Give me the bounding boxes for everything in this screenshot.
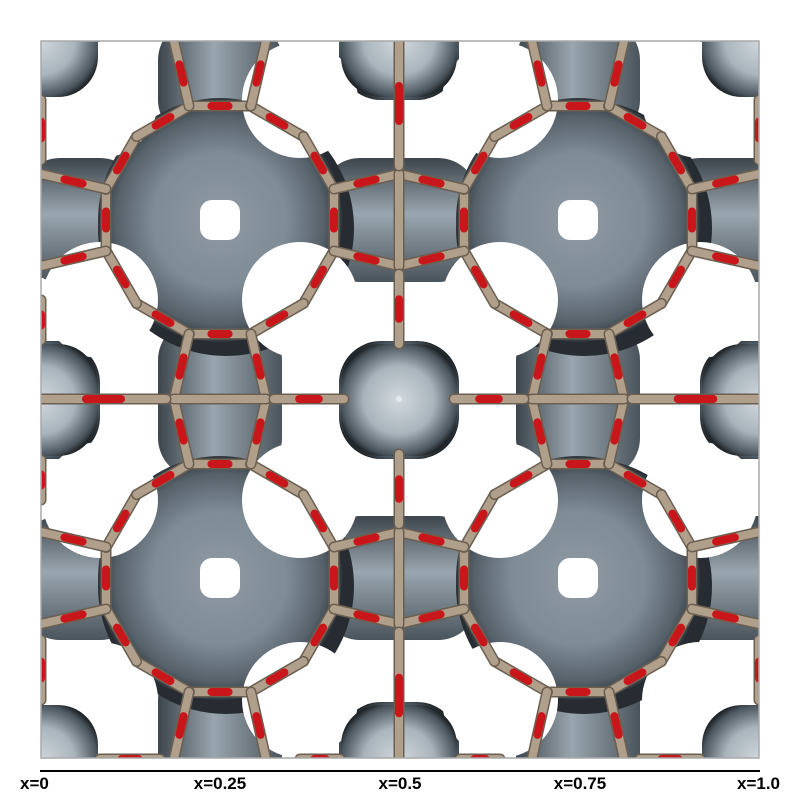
oxygen-segment	[471, 509, 488, 533]
oxygen-segment	[265, 113, 289, 130]
oxygen-segment	[712, 533, 739, 546]
oxygen-segment	[509, 668, 533, 685]
x-tick-label: x=0	[20, 774, 49, 793]
oxygen-segment	[151, 668, 175, 685]
oxygen-segment	[418, 610, 445, 623]
cage-highlight	[41, 41, 43, 43]
oxygen-segment	[623, 310, 647, 327]
oxygen-segment	[252, 712, 265, 739]
void-region	[42, 442, 158, 558]
oxygen-segment	[533, 418, 546, 445]
void-region	[42, 242, 158, 358]
x-tick-label: x=0.5	[378, 774, 422, 793]
oxygen-segment	[175, 60, 188, 87]
oxygen-segment	[623, 471, 647, 488]
void-region	[442, 42, 558, 158]
oxygen-segment	[310, 623, 327, 647]
oxygen-segment	[623, 668, 647, 685]
oxygen-segment	[113, 509, 130, 533]
oxygen-segment	[418, 252, 445, 265]
pore-opening	[200, 558, 240, 598]
oxygen-segment	[310, 509, 327, 533]
oxygen-segment	[151, 113, 175, 130]
x-axis-line	[40, 770, 760, 772]
void-region	[242, 642, 358, 758]
pore-opening	[558, 558, 598, 598]
oxygen-segment	[353, 533, 380, 546]
oxygen-segment	[353, 252, 380, 265]
oxygen-segment	[668, 623, 685, 647]
void-region	[442, 642, 558, 758]
oxygen-segment	[252, 353, 265, 380]
oxygen-segment	[175, 712, 188, 739]
oxygen-segment	[610, 60, 623, 87]
cage-highlight	[396, 396, 402, 402]
oxygen-segment	[712, 175, 739, 188]
oxygen-segment	[310, 151, 327, 175]
x-tick-label: x=0.25	[193, 774, 247, 793]
void-region	[642, 442, 758, 558]
x-tick-label: x=1.0	[736, 774, 780, 793]
oxygen-segment	[265, 471, 289, 488]
pore-opening	[558, 200, 598, 240]
oxygen-segment	[471, 265, 488, 289]
bond-network	[41, 41, 759, 758]
cage-surface	[41, 705, 98, 758]
oxygen-segment	[265, 668, 289, 685]
unit-cell-frame	[40, 40, 760, 759]
oxygen-segment	[353, 175, 380, 188]
oxygen-segment	[418, 533, 445, 546]
oxygen-segment	[471, 623, 488, 647]
cage-surface	[702, 41, 759, 97]
oxygen-segment	[113, 151, 130, 175]
void-region	[642, 242, 758, 358]
cage-surface	[702, 705, 759, 758]
oxygen-segment	[610, 353, 623, 380]
oxygen-segment	[533, 712, 546, 739]
oxygen-segment	[668, 509, 685, 533]
oxygen-segment	[712, 610, 739, 623]
oxygen-segment	[60, 610, 87, 623]
oxygen-segment	[60, 252, 87, 265]
oxygen-segment	[113, 265, 130, 289]
oxygen-segment	[610, 418, 623, 445]
oxygen-segment	[175, 418, 188, 445]
oxygen-segment	[533, 60, 546, 87]
void-region	[242, 42, 358, 158]
oxygen-segment	[151, 310, 175, 327]
oxygen-segment	[60, 175, 87, 188]
oxygen-segment	[668, 151, 685, 175]
oxygen-segment	[668, 265, 685, 289]
x-tick-label: x=0.75	[553, 774, 607, 793]
pore-opening	[200, 200, 240, 240]
oxygen-segment	[623, 113, 647, 130]
oxygen-segment	[60, 533, 87, 546]
oxygen-segment	[252, 418, 265, 445]
oxygen-segment	[418, 175, 445, 188]
oxygen-segment	[353, 610, 380, 623]
oxygen-segment	[265, 310, 289, 327]
oxygen-segment	[151, 471, 175, 488]
oxygen-segment	[712, 252, 739, 265]
cage-highlight	[757, 41, 759, 43]
oxygen-segment	[509, 310, 533, 327]
oxygen-segment	[310, 265, 327, 289]
oxygen-segment	[509, 113, 533, 130]
oxygen-segment	[509, 471, 533, 488]
oxygen-segment	[610, 712, 623, 739]
oxygen-segment	[533, 353, 546, 380]
oxygen-segment	[471, 151, 488, 175]
oxygen-segment	[175, 353, 188, 380]
oxygen-segment	[113, 623, 130, 647]
oxygen-segment	[252, 60, 265, 87]
cage-surface	[41, 41, 98, 97]
